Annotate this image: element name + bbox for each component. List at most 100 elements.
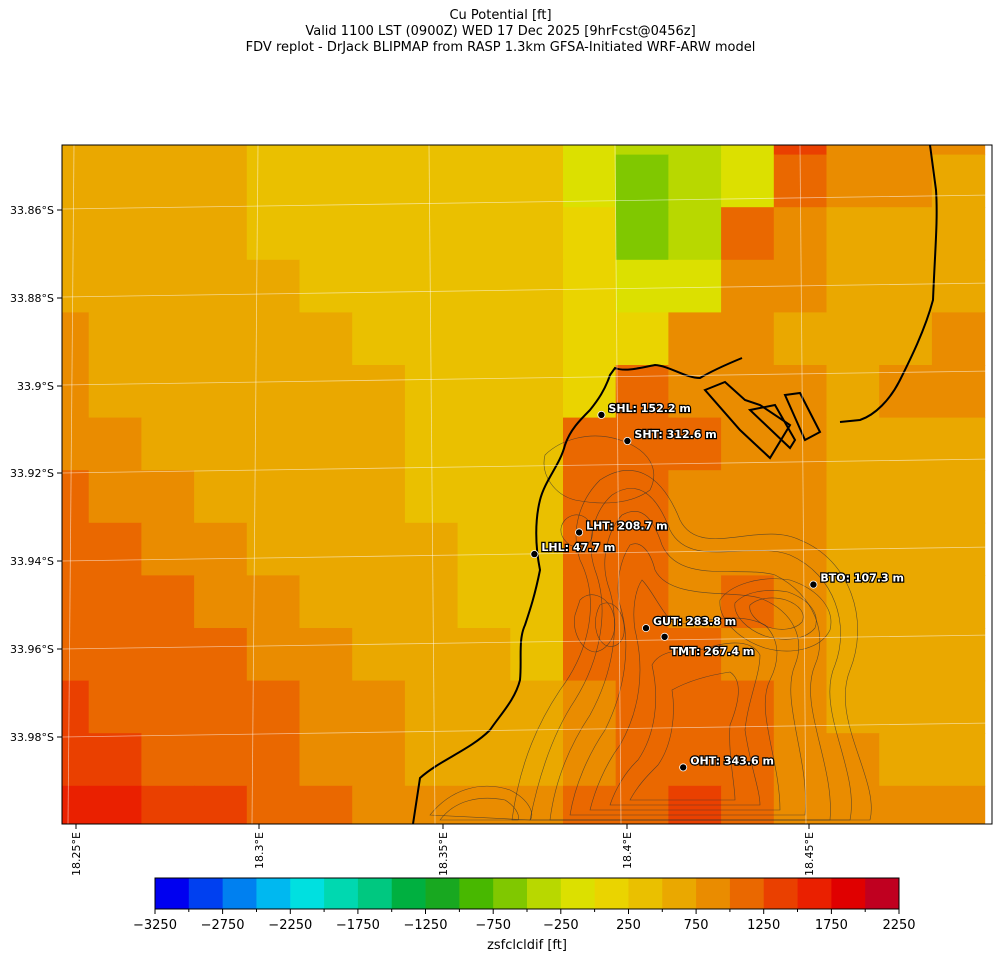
heatmap-cell xyxy=(62,575,90,629)
heatmap-cell xyxy=(62,628,90,682)
heatmap-cell xyxy=(246,575,301,629)
heatmap-cell xyxy=(563,785,617,824)
heatmap-cell xyxy=(141,207,195,261)
lat-tick-label: 33.98°S xyxy=(10,731,54,744)
colorbar-swatch xyxy=(391,878,426,909)
colorbar-swatch xyxy=(290,878,325,909)
heatmap-cell xyxy=(931,680,986,734)
heatmap-cell xyxy=(563,259,617,313)
heatmap-cell xyxy=(404,680,459,734)
heatmap-cell xyxy=(88,522,142,576)
colorbar-swatch xyxy=(662,878,697,909)
heatmap-cell xyxy=(88,680,142,734)
heatmap-cell xyxy=(246,680,301,734)
heatmap-cell xyxy=(194,522,248,576)
graticule xyxy=(62,145,992,824)
station-label: SHL: 152.2 m xyxy=(608,402,690,415)
heatmap-cell xyxy=(826,417,880,471)
heatmap-cell xyxy=(194,785,248,824)
colorbar-swatch xyxy=(797,878,832,909)
heatmap-cell xyxy=(62,259,90,313)
heatmap-cell xyxy=(668,417,722,471)
heatmap-cell xyxy=(88,145,142,156)
heatmap-cell xyxy=(457,154,511,208)
station-marker xyxy=(530,550,539,559)
heatmap-cell xyxy=(457,522,511,576)
colorbar-swatch xyxy=(155,878,190,909)
heatmap-cell xyxy=(615,417,669,471)
station-label: LHL: 47.7 m xyxy=(541,541,615,554)
heatmap-cell xyxy=(668,145,722,156)
heatmap-cell xyxy=(879,470,933,524)
heatmap-cell xyxy=(194,259,248,313)
heatmap-cell xyxy=(879,365,933,419)
colorbar-tick-label: 2250 xyxy=(882,918,915,933)
lat-tick-label: 33.96°S xyxy=(10,643,54,656)
lat-tick-label: 33.94°S xyxy=(10,555,54,568)
heatmap-cell xyxy=(721,785,775,824)
heatmap-cell xyxy=(773,733,828,787)
heatmap-cell xyxy=(194,145,248,156)
lon-tick-label: 18.45°E xyxy=(803,832,816,876)
heatmap-cell xyxy=(931,207,986,261)
heatmap-cell xyxy=(194,207,248,261)
map-frame xyxy=(61,144,993,825)
heatmap-cell xyxy=(299,522,353,576)
colorbar-swatch xyxy=(560,878,596,909)
heatmap-cell xyxy=(773,680,828,734)
station-label: SHT: 312.6 m xyxy=(634,428,716,441)
station-label: TMT: 267.4 m xyxy=(671,645,755,658)
heatmap-cell xyxy=(404,733,459,787)
colorbar-swatch xyxy=(729,878,765,909)
heatmap-cell xyxy=(510,259,564,313)
heatmap-cell xyxy=(194,733,248,787)
heatmap-cell xyxy=(826,575,880,629)
colorbar-tick-label: −2750 xyxy=(201,918,245,933)
heatmap-cell xyxy=(826,365,880,419)
heatmap-cell xyxy=(721,207,775,261)
heatmap-cell xyxy=(299,207,353,261)
colorbar-swatch xyxy=(425,878,460,909)
heatmap-cell xyxy=(62,470,90,524)
heatmap-cell xyxy=(141,259,195,313)
heatmap-cell xyxy=(404,259,459,313)
heatmap-cell xyxy=(931,312,986,366)
longitude-axis: 18.25°E 18.3°E 18.35°E 18.4°E 18.45°E xyxy=(70,824,816,876)
latitude-axis: 33.86°S 33.88°S 33.9°S 33.92°S 33.94°S 33.96°… xyxy=(10,204,62,744)
heatmap-cell xyxy=(931,733,986,787)
colorbar-swatch xyxy=(628,878,663,909)
title-line-2: Valid 1100 LST (0900Z) WED 17 Dec 2025 [… xyxy=(305,24,696,39)
heatmap-cell xyxy=(246,312,301,366)
heatmap-cell xyxy=(88,628,142,682)
heatmap-cell xyxy=(352,207,406,261)
heatmap-cell xyxy=(88,785,142,824)
heatmap-cell xyxy=(668,628,722,682)
colorbar-swatch xyxy=(865,878,900,909)
heatmap-cell xyxy=(457,145,511,156)
heatmap-cell xyxy=(510,680,564,734)
heatmap-cell xyxy=(510,145,564,156)
heatmap-cell xyxy=(88,470,142,524)
heatmap-cell xyxy=(88,365,142,419)
heatmap-cell xyxy=(931,145,986,156)
heatmap-cell xyxy=(615,522,669,576)
colorbar-tick-label: −3250 xyxy=(133,918,177,933)
heatmap-cell xyxy=(510,207,564,261)
heatmap-cell xyxy=(404,785,459,824)
heatmap-cell xyxy=(352,145,406,156)
colorbar-swatch xyxy=(696,878,731,909)
heatmap-cell xyxy=(457,312,511,366)
heatmap-cell xyxy=(457,680,511,734)
heatmap-cell xyxy=(668,575,722,629)
heatmap-cell xyxy=(457,575,511,629)
heatmap-cell xyxy=(931,575,986,629)
colorbar: −3250 −2750 −2250 −1750 −1250 −750 −250 250 750 1… xyxy=(133,877,916,933)
heatmap-cell xyxy=(931,154,986,208)
heatmap-cell xyxy=(721,312,775,366)
heatmap-cell xyxy=(352,312,406,366)
lon-tick-label: 18.3°E xyxy=(253,832,266,869)
heatmap-cell xyxy=(879,259,933,313)
heatmap-cell xyxy=(62,733,90,787)
colorbar-tick-label: −2250 xyxy=(268,918,312,933)
heatmap-cell xyxy=(88,312,142,366)
